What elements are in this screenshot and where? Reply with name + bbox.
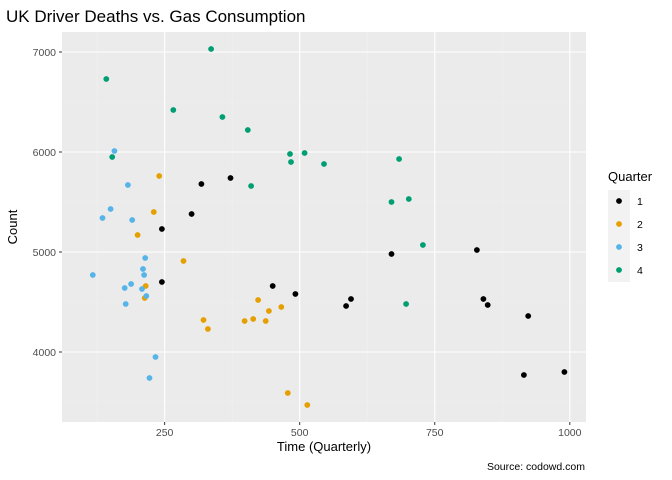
data-point-quarter-4 bbox=[420, 242, 426, 248]
data-point-quarter-2 bbox=[180, 258, 187, 264]
source-caption: Source: codowd.com bbox=[487, 461, 585, 473]
x-axis-title: Time (Quarterly) bbox=[277, 439, 371, 454]
data-point-quarter-1 bbox=[480, 296, 487, 302]
x-tick-label: 1000 bbox=[558, 427, 582, 439]
chart-title: UK Driver Deaths vs. Gas Consumption bbox=[6, 7, 306, 26]
data-point-quarter-2 bbox=[304, 402, 311, 408]
data-point-quarter-4 bbox=[109, 154, 116, 160]
data-point-quarter-1 bbox=[521, 372, 527, 378]
legend-label: 4 bbox=[637, 265, 643, 277]
legend: Quarter 1 2 3 4 bbox=[608, 169, 653, 282]
legend-key-marker bbox=[616, 244, 622, 250]
data-point-quarter-2 bbox=[156, 173, 163, 179]
y-axis: 4000 5000 6000 7000 bbox=[33, 47, 62, 359]
data-point-quarter-2 bbox=[134, 232, 141, 238]
data-point-quarter-3 bbox=[141, 272, 148, 278]
plot-panel bbox=[62, 32, 586, 422]
y-tick-label: 4000 bbox=[33, 347, 57, 359]
data-point-quarter-4 bbox=[405, 196, 412, 202]
data-point-quarter-2 bbox=[262, 318, 269, 324]
data-point-quarter-1 bbox=[474, 247, 480, 253]
y-tick-label: 6000 bbox=[33, 147, 57, 159]
data-point-quarter-3 bbox=[128, 281, 135, 287]
data-point-quarter-3 bbox=[99, 215, 106, 221]
data-point-quarter-2 bbox=[150, 209, 157, 215]
data-point-quarter-1 bbox=[159, 226, 165, 232]
legend-label: 2 bbox=[637, 219, 643, 231]
data-point-quarter-4 bbox=[388, 199, 395, 205]
legend-label: 3 bbox=[637, 242, 643, 254]
data-point-quarter-3 bbox=[140, 266, 146, 272]
data-point-quarter-4 bbox=[287, 151, 293, 157]
data-point-quarter-3 bbox=[125, 182, 131, 188]
data-point-quarter-1 bbox=[561, 369, 568, 375]
data-point-quarter-4 bbox=[244, 127, 251, 133]
data-point-quarter-3 bbox=[139, 286, 145, 292]
data-point-quarter-4 bbox=[321, 161, 327, 167]
legend-title: Quarter bbox=[608, 169, 653, 184]
y-tick-label: 7000 bbox=[33, 47, 57, 59]
data-point-quarter-2 bbox=[284, 390, 291, 396]
x-tick-label: 250 bbox=[156, 427, 174, 439]
data-point-quarter-3 bbox=[146, 375, 153, 381]
data-point-quarter-1 bbox=[159, 279, 165, 285]
data-point-quarter-4 bbox=[219, 114, 226, 120]
data-point-quarter-4 bbox=[288, 159, 294, 165]
legend-keys: 1 2 3 4 bbox=[608, 190, 643, 282]
data-point-quarter-1 bbox=[525, 313, 532, 319]
data-point-quarter-3 bbox=[89, 272, 96, 278]
legend-key-marker bbox=[616, 267, 622, 273]
data-point-quarter-1 bbox=[227, 175, 234, 181]
data-point-quarter-1 bbox=[484, 302, 491, 308]
legend-key-marker bbox=[616, 221, 622, 227]
data-point-quarter-1 bbox=[348, 296, 354, 302]
data-point-quarter-3 bbox=[129, 217, 136, 223]
y-axis-title: Count bbox=[5, 209, 20, 244]
data-point-quarter-2 bbox=[200, 317, 207, 323]
data-point-quarter-3 bbox=[142, 255, 149, 261]
data-points bbox=[89, 46, 568, 408]
data-point-quarter-3 bbox=[121, 285, 128, 291]
data-point-quarter-2 bbox=[255, 297, 261, 303]
data-point-quarter-2 bbox=[266, 308, 272, 314]
data-point-quarter-2 bbox=[250, 316, 257, 322]
data-point-quarter-1 bbox=[269, 283, 276, 289]
x-tick-label: 750 bbox=[426, 427, 444, 439]
data-point-quarter-1 bbox=[188, 211, 195, 217]
minor-gridlines bbox=[62, 32, 586, 422]
data-point-quarter-4 bbox=[170, 107, 177, 113]
data-point-quarter-3 bbox=[152, 354, 159, 360]
data-point-quarter-3 bbox=[107, 206, 114, 212]
data-point-quarter-3 bbox=[122, 301, 129, 307]
x-tick-label: 500 bbox=[291, 427, 309, 439]
data-point-quarter-4 bbox=[301, 150, 308, 156]
data-point-quarter-4 bbox=[103, 76, 110, 82]
major-gridlines bbox=[62, 32, 586, 422]
data-point-quarter-3 bbox=[111, 148, 118, 154]
data-point-quarter-2 bbox=[241, 318, 248, 324]
legend-key-background bbox=[608, 190, 630, 282]
data-point-quarter-1 bbox=[388, 251, 395, 257]
data-point-quarter-4 bbox=[403, 301, 409, 307]
legend-key-marker bbox=[616, 198, 622, 204]
data-point-quarter-1 bbox=[198, 181, 205, 187]
legend-label: 1 bbox=[637, 196, 643, 208]
data-point-quarter-2 bbox=[205, 326, 211, 332]
data-point-quarter-4 bbox=[396, 156, 402, 162]
x-axis: 250 500 750 1000 bbox=[156, 422, 582, 439]
data-point-quarter-1 bbox=[292, 291, 299, 297]
data-point-quarter-4 bbox=[208, 46, 215, 52]
data-point-quarter-2 bbox=[278, 304, 285, 310]
y-tick-label: 5000 bbox=[33, 247, 57, 259]
data-point-quarter-4 bbox=[248, 183, 255, 189]
data-point-quarter-3 bbox=[143, 293, 150, 299]
data-point-quarter-1 bbox=[343, 303, 349, 309]
